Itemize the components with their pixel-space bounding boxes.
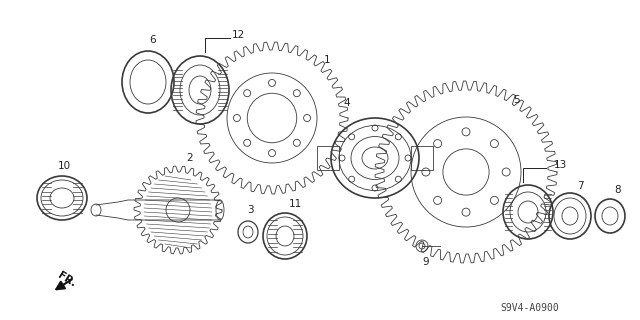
Text: 2: 2: [187, 153, 193, 163]
Text: S9V4-A0900: S9V4-A0900: [500, 303, 559, 313]
Bar: [411, 146, 433, 170]
Text: 12: 12: [232, 30, 245, 40]
Text: 9: 9: [422, 257, 429, 267]
Text: FR.: FR.: [56, 271, 77, 289]
Text: 4: 4: [344, 98, 350, 108]
Text: 11: 11: [289, 199, 301, 209]
Text: 1: 1: [324, 55, 330, 65]
Text: 3: 3: [246, 205, 253, 215]
Bar: [317, 146, 339, 170]
Text: 5: 5: [513, 95, 519, 105]
Text: 6: 6: [150, 35, 156, 45]
Text: 10: 10: [58, 161, 70, 171]
Text: 13: 13: [554, 160, 567, 170]
Text: 7: 7: [577, 181, 583, 191]
Text: 8: 8: [614, 185, 621, 195]
